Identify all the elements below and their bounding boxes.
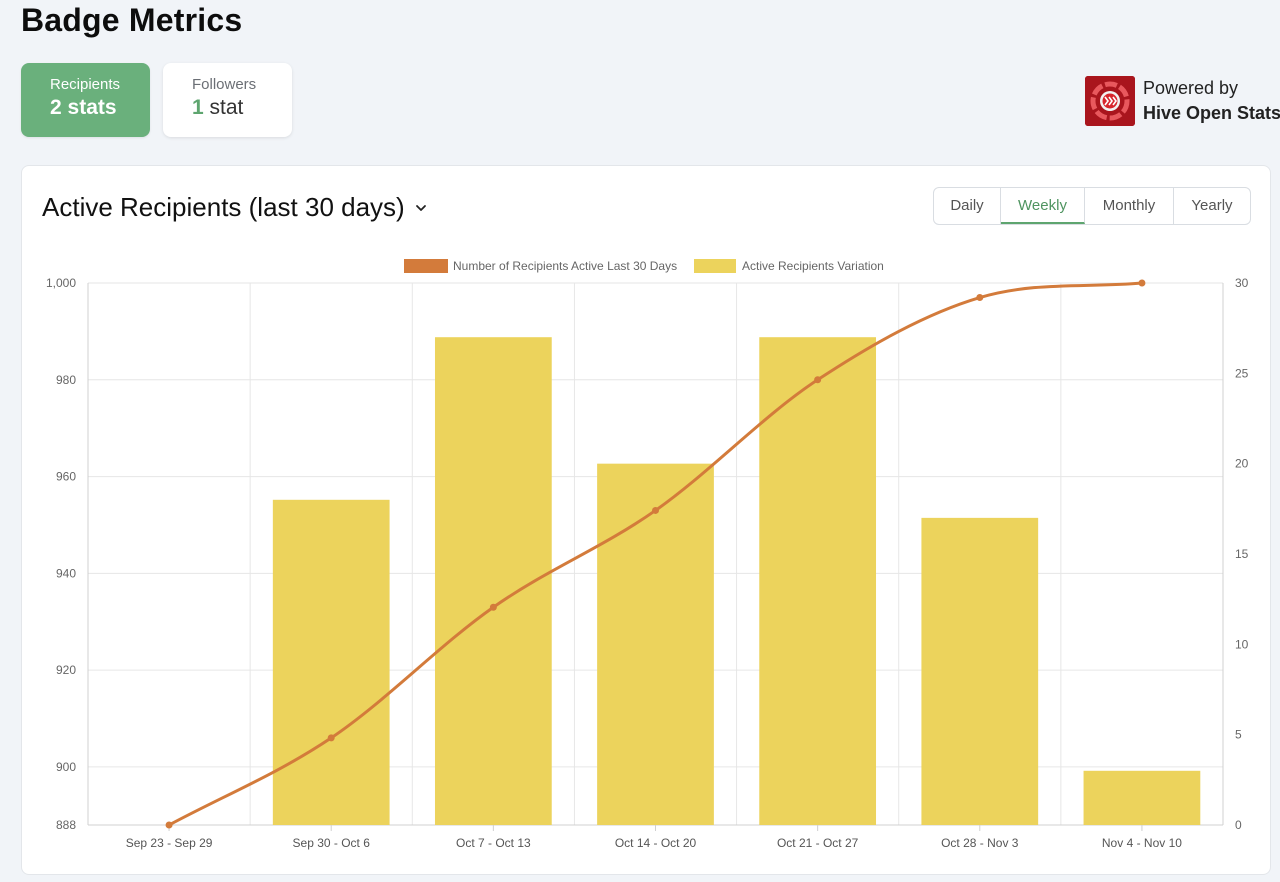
line-point [489,603,497,611]
y-left-tick-label: 900 [56,760,76,774]
legend-label-line: Number of Recipients Active Last 30 Days [453,259,677,273]
y-right-tick-label: 30 [1235,276,1249,290]
bar [272,499,390,825]
line-point [165,821,173,829]
bar [921,517,1039,825]
y-left-tick-label: 1,000 [46,276,76,290]
period-monthly-button[interactable]: Monthly [1085,188,1174,224]
y-right-tick-label: 10 [1235,637,1249,651]
line-point [1138,279,1146,287]
legend-swatch-line [404,259,448,273]
y-left-tick-label: 980 [56,373,76,387]
metric-selector[interactable]: Active Recipients (last 30 days) [42,192,427,223]
powered-by-label: Powered by [1143,78,1239,98]
y-left-tick-label: 940 [56,566,76,580]
legend-swatch-bar [694,259,736,273]
x-tick-label: Sep 23 - Sep 29 [126,836,213,850]
period-yearly-button[interactable]: Yearly [1191,197,1233,214]
x-tick-label: Oct 14 - Oct 20 [615,836,697,850]
y-right-tick-label: 25 [1235,366,1249,380]
y-right-tick-label: 5 [1235,728,1242,742]
tab-followers-label: Followers [192,76,257,93]
powered-by-brand: Hive Open Stats [1143,103,1280,123]
chart-panel: Active Recipients (last 30 days) Daily W… [21,165,1271,875]
tab-followers[interactable]: Followers 1 stat [163,63,292,137]
y-left-tick-label: 960 [56,470,76,484]
line-point [976,294,984,302]
x-tick-label: Nov 4 - Nov 10 [1102,836,1182,850]
line-point [814,376,822,384]
x-tick-label: Oct 7 - Oct 13 [456,836,531,850]
y-right-tick-label: 0 [1235,818,1242,832]
page-title: Badge Metrics [21,2,243,38]
hive-logo-icon [1085,76,1135,126]
line-point [327,734,335,742]
x-tick-label: Oct 21 - Oct 27 [777,836,859,850]
period-weekly-button[interactable]: Weekly [1001,188,1085,224]
chevron-down-icon [415,204,426,211]
x-tick-label: Oct 28 - Nov 3 [941,836,1019,850]
bar [597,463,714,825]
period-toggle: Daily Weekly Monthly Yearly [933,187,1251,225]
y-right-tick-label: 20 [1235,457,1249,471]
recipients-chart: 1,000 980 960 940 920 900 888 30 25 20 15 10 5 0 Sep 2… [46,259,1249,850]
bar [1083,770,1201,825]
panel-title: Active Recipients (last 30 days) [42,192,405,222]
bar [759,337,877,825]
x-tick-label: Sep 30 - Oct 6 [293,836,371,850]
y-left-tick-label: 888 [56,818,76,832]
tab-recipients-label: Recipients [50,76,121,93]
tab-recipients[interactable]: Recipients 2 stats [21,63,150,137]
line-point [652,506,659,514]
y-left-tick-label: 920 [56,663,76,677]
tab-recipients-count: 2 stats [50,96,117,119]
y-right-tick-label: 15 [1235,547,1249,561]
period-daily-button[interactable]: Daily [934,188,1001,224]
legend-label-bar: Active Recipients Variation [742,259,884,273]
tab-followers-count: 1 stat [192,96,244,119]
